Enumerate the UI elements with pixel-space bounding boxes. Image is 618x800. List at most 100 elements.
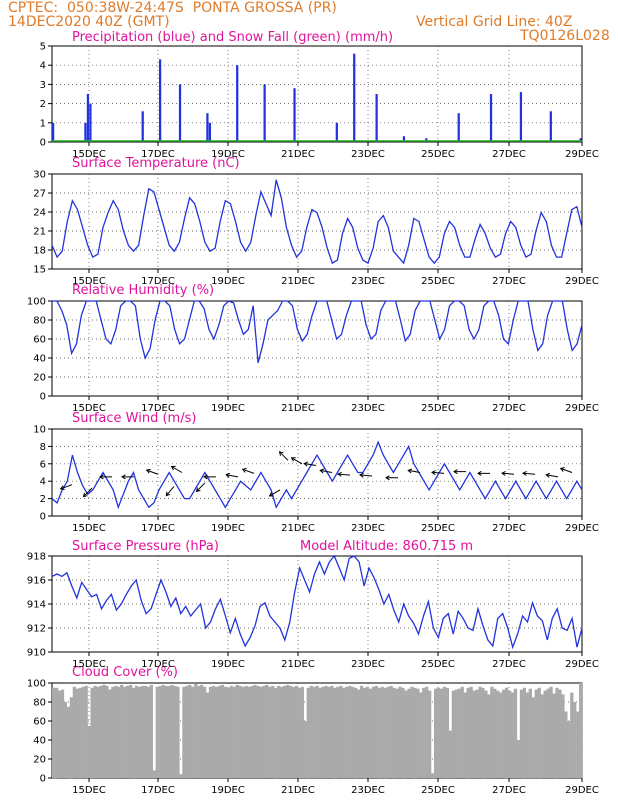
- x-tick-label: 21DEC: [281, 785, 315, 796]
- x-tick-label: 29DEC: [565, 276, 599, 287]
- cloud-bar: [78, 687, 82, 779]
- cloud-bar: [114, 685, 118, 778]
- cloud-bar: [336, 686, 340, 778]
- precip-bar: [208, 122, 212, 142]
- x-tick-label: 21DEC: [281, 276, 315, 287]
- cloud-bar: [99, 685, 103, 778]
- cloud-bar: [451, 690, 455, 778]
- cloud-bar: [188, 684, 192, 778]
- precip-bar: [159, 59, 162, 142]
- cloud-title: Cloud Cover (%): [72, 665, 178, 680]
- wind-arrow-head: [145, 468, 151, 474]
- wind-arrow-head: [225, 472, 231, 478]
- cloud-bar: [131, 687, 136, 779]
- y-tick-label: 27: [33, 189, 46, 200]
- cloud-bar: [176, 686, 180, 778]
- cloud-bar: [262, 685, 266, 778]
- cloud-bar: [312, 686, 316, 778]
- y-tick-label: 4: [40, 477, 46, 488]
- precip-bar: [519, 92, 523, 142]
- cloud-bar: [433, 688, 438, 778]
- cloud-bar: [226, 687, 230, 779]
- cloud-bar: [75, 688, 79, 778]
- y-tick-label: 5: [40, 42, 46, 53]
- station-header: CPTEC: 050:38W-24:47S PONTA GROSSA (PR): [8, 0, 337, 16]
- wind-arrow-shaft: [304, 463, 317, 467]
- x-tick-label: 21DEC: [281, 403, 315, 414]
- cloud-bar: [285, 684, 290, 778]
- wind-arrow-head: [278, 451, 284, 456]
- cloud-bar: [351, 686, 355, 778]
- x-tick-label: 27DEC: [492, 149, 526, 160]
- cloud-bar: [439, 688, 444, 778]
- series-line: [52, 300, 583, 363]
- cloud-bar: [253, 684, 257, 778]
- model-code: TQ0126L028: [520, 28, 610, 44]
- x-tick-label: 17DEC: [141, 403, 175, 414]
- cloud-bar: [205, 692, 210, 778]
- cloud-bar: [460, 686, 464, 778]
- cloud-bar: [300, 686, 304, 778]
- x-tick-label: 29DEC: [565, 149, 599, 160]
- cloud-bar: [537, 687, 541, 779]
- x-tick-label: 23DEC: [351, 523, 385, 534]
- series-line: [51, 554, 583, 650]
- cloud-bar: [454, 689, 458, 778]
- x-tick-label: 29DEC: [565, 403, 599, 414]
- cloud-bar: [265, 684, 269, 778]
- cloud-bar: [208, 686, 213, 778]
- cloud-bar: [123, 686, 127, 778]
- cloud-bar: [194, 684, 198, 778]
- cloud-bar: [365, 686, 370, 778]
- wind-arrow-shaft: [546, 474, 559, 478]
- cloud-bar: [164, 685, 168, 778]
- wind-arrow-head: [59, 485, 65, 490]
- precip-bar: [549, 111, 552, 142]
- y-tick-label: 40: [33, 736, 46, 747]
- cloud-bar: [63, 702, 68, 778]
- cloud-bar: [274, 687, 278, 779]
- panel-frame: [51, 428, 583, 517]
- precip-bar: [263, 84, 266, 142]
- x-tick-label: 23DEC: [351, 785, 385, 796]
- cloud-bar: [149, 684, 153, 778]
- cloud-bar: [93, 685, 97, 778]
- cloud-bar: [573, 702, 577, 778]
- precip-title: Precipitation (blue) and Snow Fall (gree…: [72, 30, 394, 45]
- x-tick-label: 15DEC: [72, 276, 106, 287]
- cloud-bar: [271, 685, 275, 778]
- wind-arrow-shaft: [522, 472, 536, 475]
- x-tick-label: 15DEC: [72, 659, 106, 670]
- cloud-bar: [57, 690, 62, 778]
- cloud-bar: [570, 692, 574, 778]
- cloud-bar: [277, 685, 281, 778]
- cloud-bar: [401, 687, 405, 779]
- cloud-bar: [200, 684, 204, 778]
- wind-arrow-head: [477, 470, 482, 476]
- cloud-bar: [84, 685, 88, 778]
- x-tick-label: 15DEC: [72, 149, 106, 160]
- x-tick-label: 17DEC: [141, 659, 175, 670]
- y-tick-label: 15: [33, 265, 46, 276]
- cloud-bar: [410, 686, 414, 778]
- cloud-bar: [327, 686, 331, 778]
- x-tick-label: 25DEC: [421, 659, 455, 670]
- cloud-bar: [315, 685, 319, 778]
- precip-bar: [425, 138, 428, 142]
- cloud-bar: [146, 686, 151, 778]
- cloud-bar: [303, 721, 307, 778]
- cloud-bar: [463, 692, 467, 778]
- cloud-bar: [549, 686, 553, 778]
- cloud-bar: [318, 687, 322, 779]
- cloud-bar: [339, 685, 343, 778]
- cloud-bar: [389, 685, 393, 778]
- cloud-bar: [90, 687, 94, 779]
- y-tick-label: 100: [27, 679, 46, 690]
- y-tick-label: 1: [40, 118, 46, 129]
- wind-arrow-head: [195, 487, 201, 493]
- cloud-bar: [294, 685, 299, 778]
- cloud-bar: [567, 721, 571, 778]
- wind-arrow-head: [431, 470, 436, 476]
- precip-bar: [489, 94, 493, 142]
- cloud-bar: [362, 687, 367, 779]
